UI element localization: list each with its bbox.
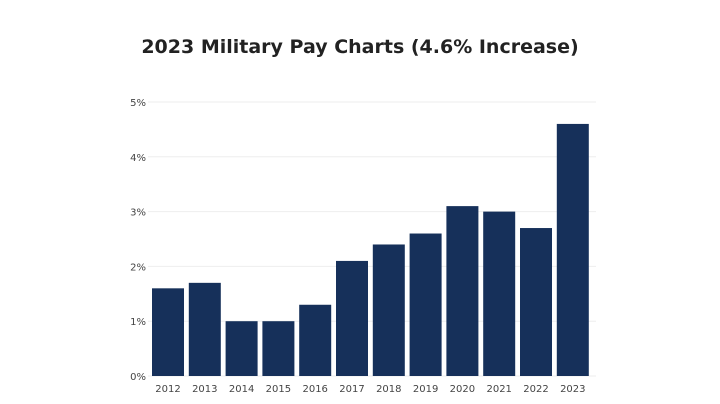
bar-2019 xyxy=(409,233,442,376)
x-tick-label: 2017 xyxy=(339,384,364,395)
bar-2016 xyxy=(299,304,332,376)
x-tick-label: 2013 xyxy=(192,384,217,395)
bar-2017 xyxy=(336,260,368,376)
bar-2013 xyxy=(188,282,221,376)
y-tick-label: 5% xyxy=(130,98,146,109)
bar-2020 xyxy=(446,206,479,376)
bar-2012 xyxy=(152,288,184,376)
chart-title: 2023 Military Pay Charts (4.6% Increase) xyxy=(141,36,579,58)
x-tick-label: 2022 xyxy=(523,384,548,395)
y-tick-label: 2% xyxy=(130,262,146,273)
x-tick-label: 2012 xyxy=(155,384,180,395)
x-tick-label: 2019 xyxy=(413,384,438,395)
bar-2022 xyxy=(520,228,552,376)
bar-2021 xyxy=(483,211,516,376)
bar-2023 xyxy=(556,123,589,376)
y-tick-label: 0% xyxy=(130,372,146,383)
y-tick-label: 4% xyxy=(130,153,146,164)
bar-2015 xyxy=(262,321,295,376)
bar-2018 xyxy=(372,244,405,376)
y-tick-label: 1% xyxy=(130,317,146,328)
x-tick-label: 2023 xyxy=(560,384,585,395)
x-tick-label: 2016 xyxy=(302,384,327,395)
x-tick-label: 2021 xyxy=(486,384,511,395)
y-tick-label: 3% xyxy=(130,208,146,219)
x-tick-label: 2018 xyxy=(376,384,401,395)
bar-2014 xyxy=(225,321,258,376)
x-tick-label: 2014 xyxy=(229,384,254,395)
x-tick-label: 2015 xyxy=(266,384,291,395)
x-tick-label: 2020 xyxy=(450,384,475,395)
